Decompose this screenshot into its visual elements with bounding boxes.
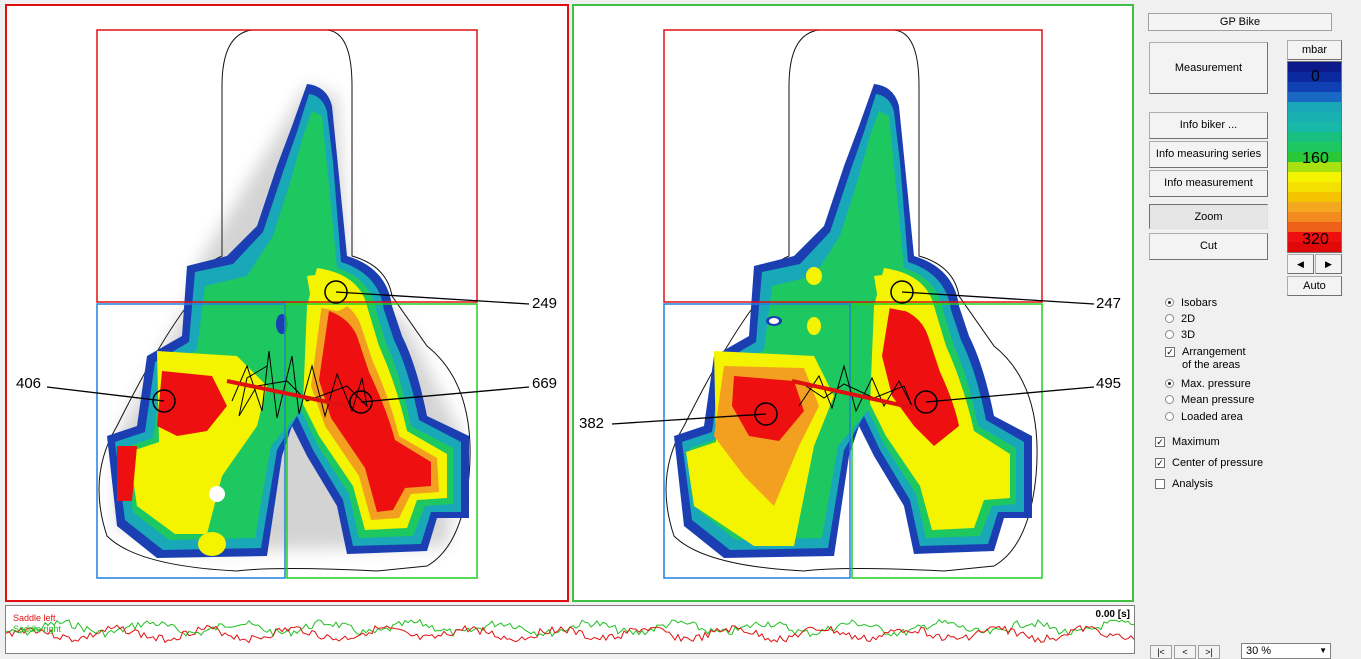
radio-dot [1165,412,1174,421]
cop-axis [226,379,348,408]
check-maximum[interactable]: ✓ Maximum [1155,436,1220,448]
checkmark-icon: ✓ [1155,458,1165,468]
timeline-graphic [6,618,1134,644]
check-arrangement[interactable]: ✓ Arrangement of the areas [1165,346,1246,371]
unit-button[interactable]: mbar [1287,40,1342,60]
radio-dot [1165,314,1174,323]
nav-last-button[interactable]: >| [1198,645,1220,659]
triangle-right-icon: ▶ [1325,259,1332,269]
max-value-left: 382 [579,415,605,432]
radio-2d[interactable]: 2D [1165,313,1195,326]
cop-trace [231,350,368,419]
radio-dot [1165,379,1174,388]
info-measuring-series-button[interactable]: Info measuring series [1149,141,1268,168]
max-marker-left [754,402,778,426]
info-measurement-button[interactable]: Info measurement [1149,170,1268,197]
measurement-button[interactable]: Measurement [1149,42,1268,94]
zoom-button[interactable]: Zoom [1149,204,1268,229]
checkmark-icon: ✓ [1155,437,1165,447]
max-value-left: 406 [16,375,42,392]
color-scale-graphic [1288,62,1341,253]
check-analysis[interactable]: Analysis [1155,478,1213,491]
max-value-top: 247 [1096,295,1122,312]
radio-isobars[interactable]: Isobars [1165,297,1217,310]
radio-max-pressure[interactable]: Max. pressure [1165,378,1251,391]
pressure-map-right[interactable]: 247 382 495 [572,4,1134,602]
chevron-down-icon: ▼ [1319,646,1327,655]
nav-prev-button[interactable]: < [1174,645,1196,659]
zoom-level-select[interactable]: 30 % ▼ [1241,643,1331,659]
zone-left [96,303,286,579]
scale-label-low: 0 [1311,68,1320,85]
color-scale: 0 160 320 [1287,61,1342,253]
product-title: GP Bike [1148,13,1332,31]
max-marker-right [914,390,938,414]
checkbox-empty [1155,479,1165,489]
pressure-map-left[interactable]: 249 406 669 [5,4,569,602]
zone-right [851,303,1043,579]
radio-3d[interactable]: 3D [1165,329,1195,342]
triangle-left-icon: ◀ [1297,259,1304,269]
scale-label-mid: 160 [1302,150,1329,167]
radio-dot [1165,395,1174,404]
zone-front [96,29,478,303]
radio-dot [1165,330,1174,339]
scale-prev-button[interactable]: ◀ [1287,254,1314,274]
radio-dot [1165,298,1174,307]
max-value-top: 249 [532,295,558,312]
auto-scale-button[interactable]: Auto [1287,276,1342,296]
max-marker-top [324,280,348,304]
series-label-left: Saddle left [13,613,56,623]
zone-front [663,29,1043,303]
radio-mean-pressure[interactable]: Mean pressure [1165,394,1254,407]
scale-next-button[interactable]: ▶ [1315,254,1342,274]
time-readout: 0.00 [s] [1095,609,1130,620]
nav-first-button[interactable]: |< [1150,645,1172,659]
pressure-timeline[interactable]: Saddle left Saddle right 0.00 [s] [5,605,1135,654]
check-center-of-pressure[interactable]: ✓ Center of pressure [1155,457,1264,469]
cut-button[interactable]: Cut [1149,233,1268,260]
pressure-map-left-graphic [46,29,530,579]
max-value-right: 669 [532,375,558,392]
info-biker-button[interactable]: Info biker ... [1149,112,1268,139]
checkmark-icon: ✓ [1165,347,1175,357]
max-marker-right [349,390,373,414]
zone-left [663,303,851,579]
max-marker-left [152,389,176,413]
series-label-right: Saddle right [13,624,62,634]
pressure-map-right-graphic [611,29,1095,579]
zone-right [286,303,478,579]
radio-loaded-area[interactable]: Loaded area [1165,411,1243,424]
max-marker-top [890,280,914,304]
cop-axis [791,379,915,410]
cop-trace [798,364,913,413]
scale-label-high: 320 [1302,231,1329,248]
max-value-right: 495 [1096,375,1122,392]
